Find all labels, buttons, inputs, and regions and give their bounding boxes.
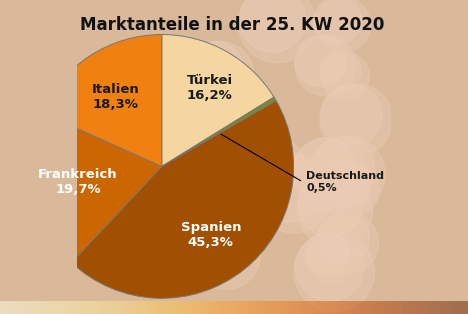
Circle shape [297,172,373,248]
Circle shape [314,0,370,53]
Circle shape [240,0,306,52]
Text: Deutschland
0,5%: Deutschland 0,5% [306,171,384,193]
Circle shape [305,232,349,276]
Text: Italien
18,3%: Italien 18,3% [92,83,139,111]
Circle shape [295,35,356,96]
Circle shape [295,233,364,301]
Text: Marktanteile in der 25. KW 2020: Marktanteile in der 25. KW 2020 [80,16,385,34]
Circle shape [292,137,367,213]
Circle shape [254,154,333,233]
Text: Frankreich
19,7%: Frankreich 19,7% [38,168,118,196]
Circle shape [317,213,379,274]
Circle shape [306,233,358,284]
Circle shape [185,41,254,111]
Circle shape [294,231,375,312]
Wedge shape [162,97,276,166]
Circle shape [232,117,271,157]
Circle shape [255,140,306,191]
Circle shape [293,138,357,202]
Circle shape [320,84,392,156]
Circle shape [320,51,361,92]
Circle shape [191,220,260,290]
Circle shape [314,0,361,44]
Circle shape [321,84,382,146]
Circle shape [239,0,316,63]
Wedge shape [41,35,162,166]
Circle shape [321,52,369,100]
Circle shape [254,139,297,183]
Wedge shape [72,101,293,298]
Text: Spanien
45,3%: Spanien 45,3% [181,221,241,249]
Circle shape [214,138,266,190]
Circle shape [185,42,244,100]
Circle shape [324,161,371,207]
Circle shape [191,220,250,279]
Circle shape [233,118,279,165]
Circle shape [295,35,346,87]
Circle shape [309,136,385,213]
Circle shape [255,155,322,222]
Circle shape [298,173,362,237]
Circle shape [317,213,369,265]
Wedge shape [162,35,274,166]
Wedge shape [30,112,162,263]
Circle shape [213,137,257,181]
Text: Türkei
16,2%: Türkei 16,2% [187,74,233,102]
Circle shape [310,137,375,202]
Circle shape [325,161,380,216]
